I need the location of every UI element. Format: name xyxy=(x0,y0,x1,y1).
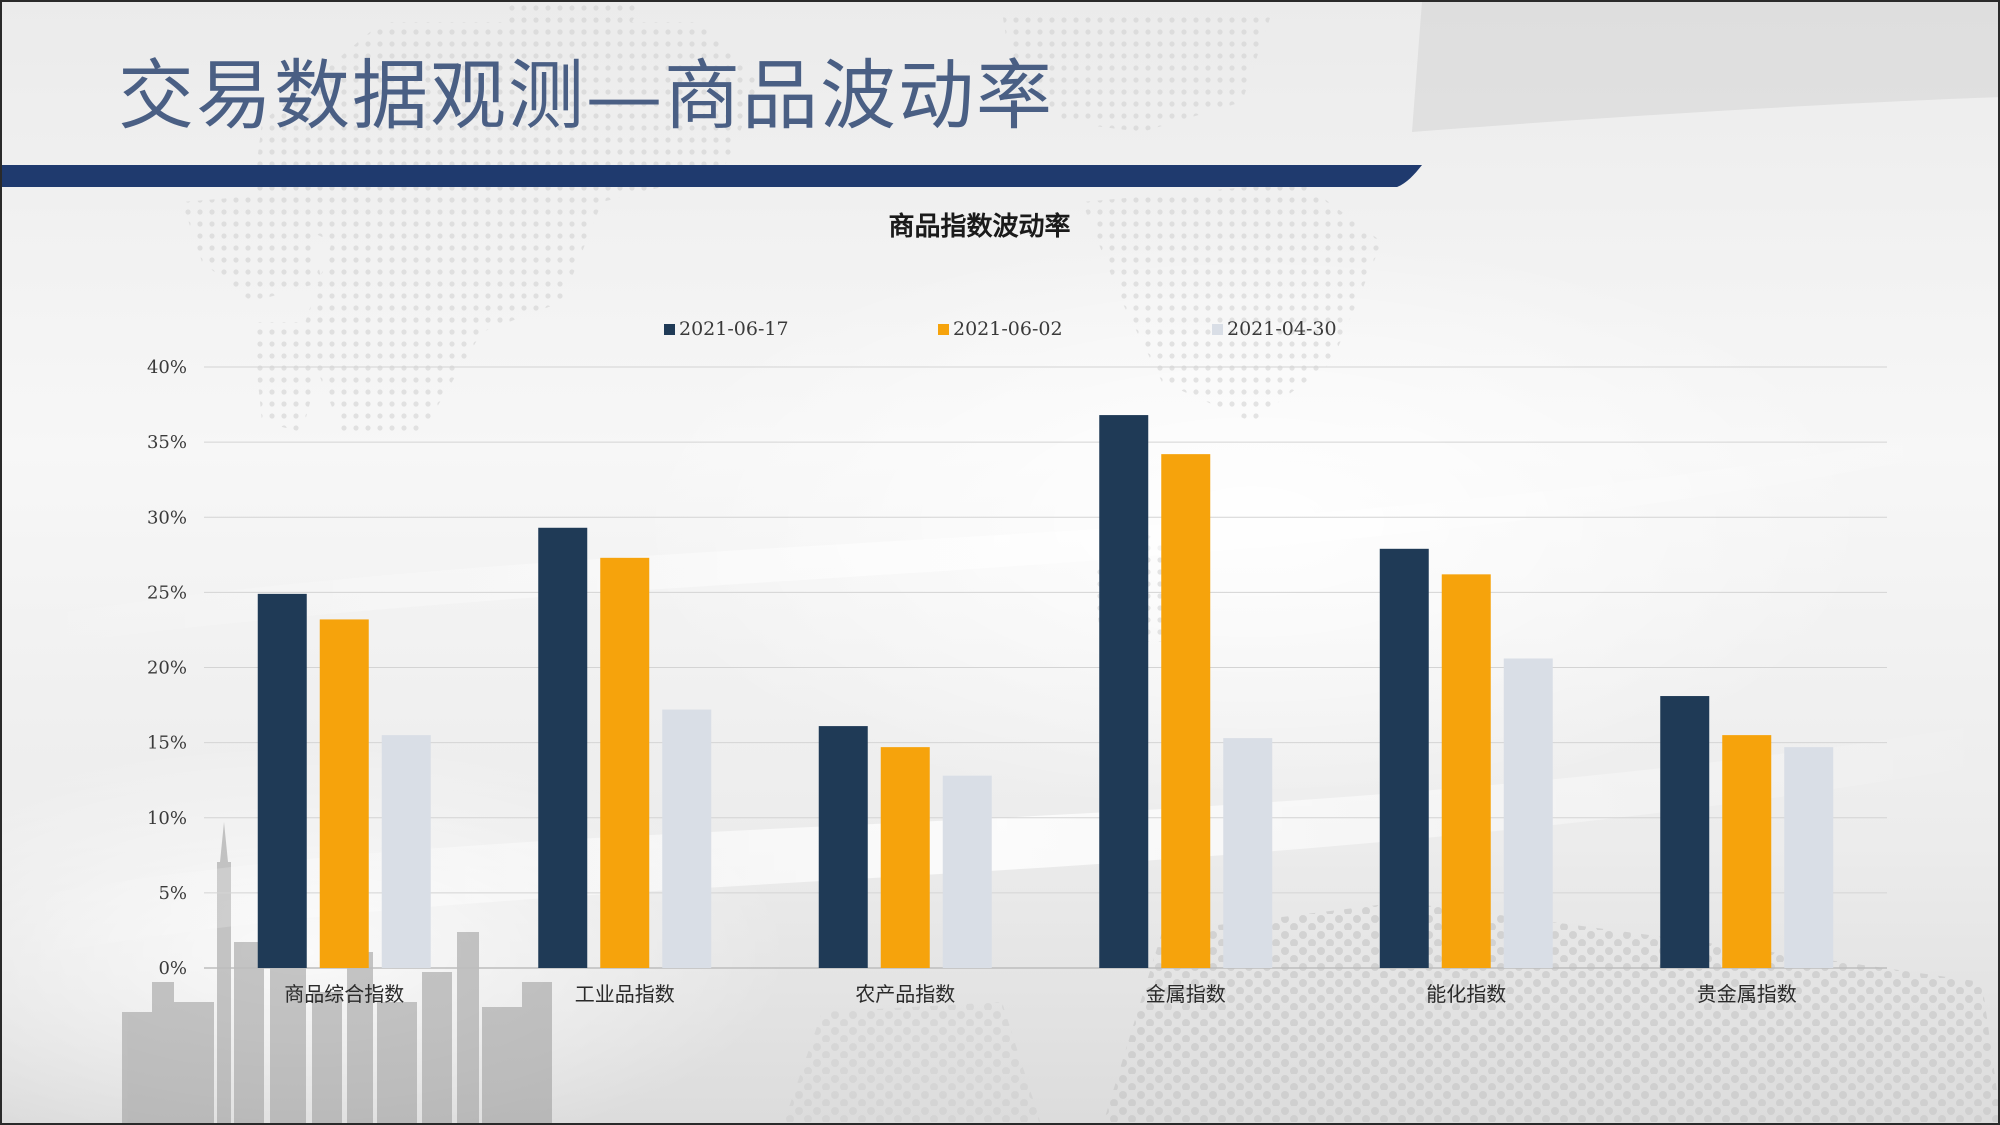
bar xyxy=(1503,658,1553,968)
bar xyxy=(1223,738,1273,968)
world-map-dots xyxy=(182,2,1382,642)
bar xyxy=(1161,454,1211,968)
legend-swatch-series-2 xyxy=(938,323,949,335)
skyline-silhouette xyxy=(122,822,552,1123)
legend-item-series-1: 2021-06-17 xyxy=(664,318,789,340)
y-tick-label: 0% xyxy=(158,958,187,979)
bar xyxy=(1441,574,1491,968)
legend-swatch-series-1 xyxy=(664,323,675,335)
x-category-label: 贵金属指数 xyxy=(1697,982,1797,1006)
bar xyxy=(880,747,930,968)
y-tick-label: 35% xyxy=(147,432,187,453)
bar xyxy=(942,775,992,968)
y-tick-label: 20% xyxy=(147,658,187,679)
y-tick-label: 25% xyxy=(147,582,187,603)
x-category-label: 工业品指数 xyxy=(575,982,675,1006)
legend-item-series-3: 2021-04-30 xyxy=(1212,318,1337,340)
hex-dot-floor xyxy=(783,902,1998,1123)
bar xyxy=(1379,548,1429,968)
x-category-label: 金属指数 xyxy=(1146,982,1226,1006)
bar xyxy=(257,593,307,968)
x-category-label: 商品综合指数 xyxy=(284,982,404,1006)
slide-title: 交易数据观测—商品波动率 xyxy=(118,51,1054,140)
chart-title: 商品指数波动率 xyxy=(888,212,1071,242)
bar xyxy=(1722,735,1772,968)
title-underline-band xyxy=(2,165,1422,187)
y-tick-label: 40% xyxy=(147,357,187,378)
x-category-label: 农产品指数 xyxy=(855,982,955,1006)
legend-label-series-3: 2021-04-30 xyxy=(1227,318,1337,340)
bar xyxy=(538,527,588,968)
y-tick-label: 5% xyxy=(158,883,187,904)
bar xyxy=(381,735,431,968)
legend-item-series-2: 2021-06-02 xyxy=(938,318,1063,340)
bar xyxy=(319,619,369,968)
legend-label-series-1: 2021-06-17 xyxy=(679,318,789,340)
bar xyxy=(1099,415,1149,969)
y-tick-label: 30% xyxy=(147,507,187,528)
bar xyxy=(1660,696,1710,968)
bar xyxy=(818,726,868,968)
legend-swatch-series-3 xyxy=(1212,323,1223,335)
bar xyxy=(662,709,712,968)
y-tick-label: 15% xyxy=(147,733,187,754)
y-tick-label: 10% xyxy=(147,808,187,829)
x-category-label: 能化指数 xyxy=(1426,982,1506,1006)
bar xyxy=(1784,747,1834,968)
chart-legend: 2021-06-17 2021-06-02 2021-04-30 xyxy=(2,318,1998,344)
legend-label-series-2: 2021-06-02 xyxy=(953,318,1063,340)
bar xyxy=(600,557,650,968)
